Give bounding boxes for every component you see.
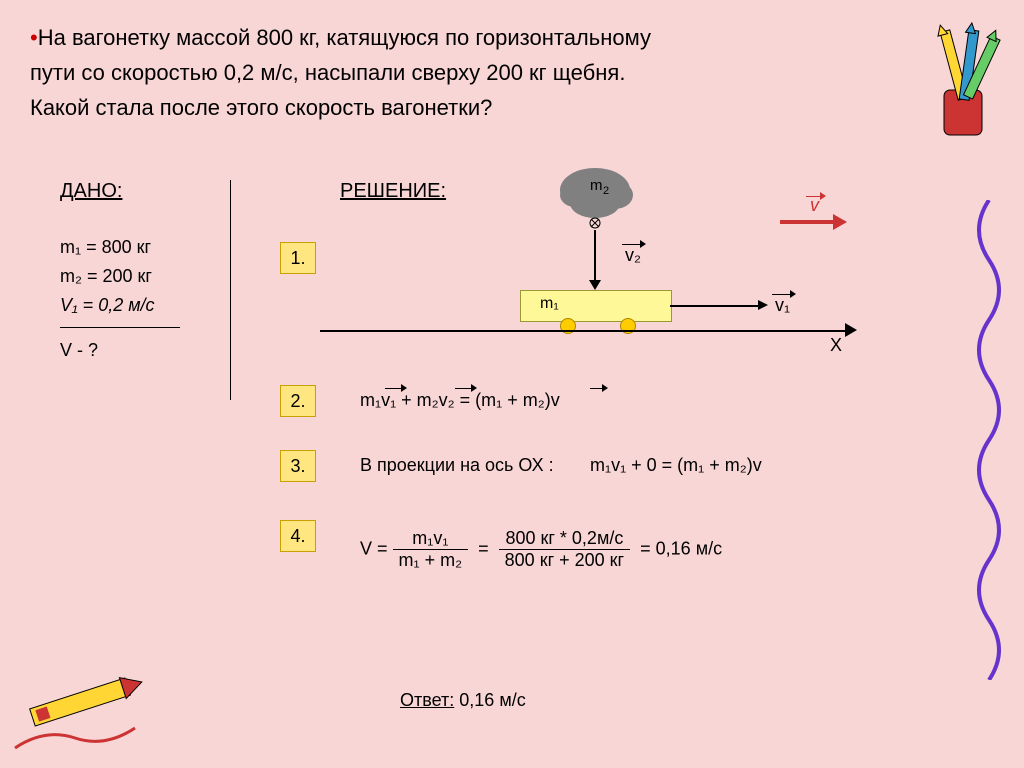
axis-arrow-head <box>845 323 857 337</box>
step4-frac1: m₁v₁ m₁ + m₂ <box>393 528 469 571</box>
step4-num1: m₁v₁ <box>393 528 469 550</box>
step2-equation: m₁v₁ + m₂v₂ = (m₁ + m₂)v <box>360 390 560 411</box>
step3-label: В проекции на ось ОХ : <box>360 455 554 476</box>
v1-label: v₁ <box>775 295 790 316</box>
v2-label: v₂ <box>625 245 641 266</box>
bullet-icon: • <box>30 25 38 50</box>
step-2-box: 2. <box>280 385 316 417</box>
step2-v-overline-arrow <box>602 384 608 392</box>
step-1-box: 1. <box>280 242 316 274</box>
step4-den2: 800 кг + 200 кг <box>499 550 630 571</box>
problem-line1: На вагонетку массой 800 кг, катящуюся по… <box>38 25 651 50</box>
step4-v-equals: V = <box>360 538 388 558</box>
step4-line: V = m₁v₁ m₁ + m₂ = 800 кг * 0,2м/с 800 к… <box>360 528 722 571</box>
step4-result: = 0,16 м/с <box>640 538 722 558</box>
gravel-cloud-icon: m 2 <box>550 165 650 255</box>
v-arrow-head <box>833 214 847 230</box>
svg-text:m: m <box>590 177 603 194</box>
answer-line: Ответ: 0,16 м/с <box>400 690 526 711</box>
v-vector-overline-arrow <box>820 192 826 200</box>
v2-arrow-head <box>589 280 601 290</box>
crayon-decoration-bottom <box>5 653 165 763</box>
given-v1: V₁ = 0,2 м/с <box>60 291 240 320</box>
given-divider <box>60 327 180 328</box>
v2-vector-overline <box>622 244 642 245</box>
cart-m1-label: m₁ <box>540 295 559 313</box>
step-3-box: 3. <box>280 450 316 482</box>
given-find: V - ? <box>60 336 240 365</box>
v-label: v <box>810 195 819 216</box>
step4-eq1: = <box>478 538 489 558</box>
step4-den1: m₁ + m₂ <box>393 550 469 571</box>
v1-arrow-head <box>758 300 768 310</box>
step3-equation: m₁v₁ + 0 = (m₁ + m₂)v <box>590 455 762 476</box>
given-m1: m₁ = 800 кг <box>60 233 240 262</box>
step4-frac2: 800 кг * 0,2м/с 800 кг + 200 кг <box>499 528 630 571</box>
step-4-box: 4. <box>280 520 316 552</box>
squiggle-decoration <box>969 200 1009 680</box>
step4-num2: 800 кг * 0,2м/с <box>499 528 630 550</box>
answer-label: Ответ: <box>400 690 454 710</box>
given-solution-divider <box>230 180 231 400</box>
step2-v1-overline-arrow <box>401 384 407 392</box>
crayon-decoration-top <box>899 5 1019 145</box>
svg-text:2: 2 <box>603 185 609 197</box>
axis-label: X <box>830 335 842 356</box>
given-section: ДАНО: m₁ = 800 кг m₂ = 200 кг V₁ = 0,2 м… <box>60 180 240 365</box>
v1-arrow-line <box>670 305 760 307</box>
problem-line2: пути со скоростью 0,2 м/с, насыпали свер… <box>30 60 625 85</box>
problem-line3: Какой стала после этого скорость вагонет… <box>30 95 492 120</box>
problem-statement: •На вагонетку массой 800 кг, катящуюся п… <box>30 20 880 126</box>
axis-line <box>320 330 850 332</box>
given-data: m₁ = 800 кг m₂ = 200 кг V₁ = 0,2 м/с V -… <box>60 233 240 365</box>
v1-vector-overline <box>772 294 792 295</box>
solution-title: РЕШЕНИЕ: <box>340 180 446 203</box>
given-m2: m₂ = 200 кг <box>60 262 240 291</box>
v2-arrow-line <box>594 230 596 285</box>
v1-vector-overline-arrow <box>790 290 796 298</box>
v-arrow-line <box>780 220 835 224</box>
answer-value: 0,16 м/с <box>459 690 525 710</box>
given-title: ДАНО: <box>60 180 240 203</box>
step2-v2-overline-arrow <box>471 384 477 392</box>
v2-vector-overline-arrow <box>640 240 646 248</box>
